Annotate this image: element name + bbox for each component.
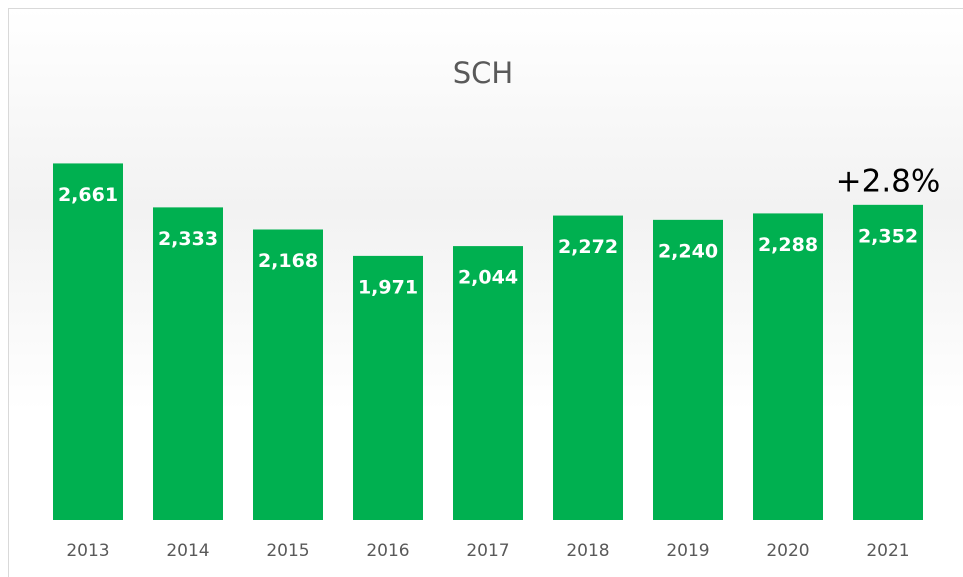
bar: [453, 246, 523, 520]
data-label: 2,661: [58, 184, 118, 206]
data-label: 2,168: [258, 250, 318, 272]
data-label: 2,044: [458, 267, 518, 289]
data-label: 2,333: [158, 228, 218, 250]
bar: [853, 204, 923, 520]
data-label: 1,971: [358, 276, 418, 298]
data-label: 2,288: [758, 234, 818, 256]
chart-title: SCH: [453, 56, 513, 90]
x-tick-label: 2013: [66, 541, 109, 561]
annotation: +2.8%: [836, 163, 941, 199]
data-label: 2,352: [858, 225, 918, 247]
bar: [753, 213, 823, 520]
x-tick-label: 2017: [466, 541, 509, 561]
x-tick-label: 2016: [366, 541, 409, 561]
x-tick-label: 2018: [566, 541, 609, 561]
x-tick-label: 2020: [766, 541, 809, 561]
data-label: 2,240: [658, 240, 718, 262]
bar: [353, 255, 423, 521]
bar: [153, 207, 223, 521]
x-tick-label: 2021: [866, 541, 909, 561]
data-label: 2,272: [558, 236, 618, 258]
bar: [653, 219, 723, 520]
bar: [553, 215, 623, 520]
x-tick-label: 2015: [266, 541, 309, 561]
bar: [53, 163, 123, 520]
x-tick-label: 2019: [666, 541, 709, 561]
bar: [253, 229, 323, 520]
x-tick-label: 2014: [166, 541, 209, 561]
